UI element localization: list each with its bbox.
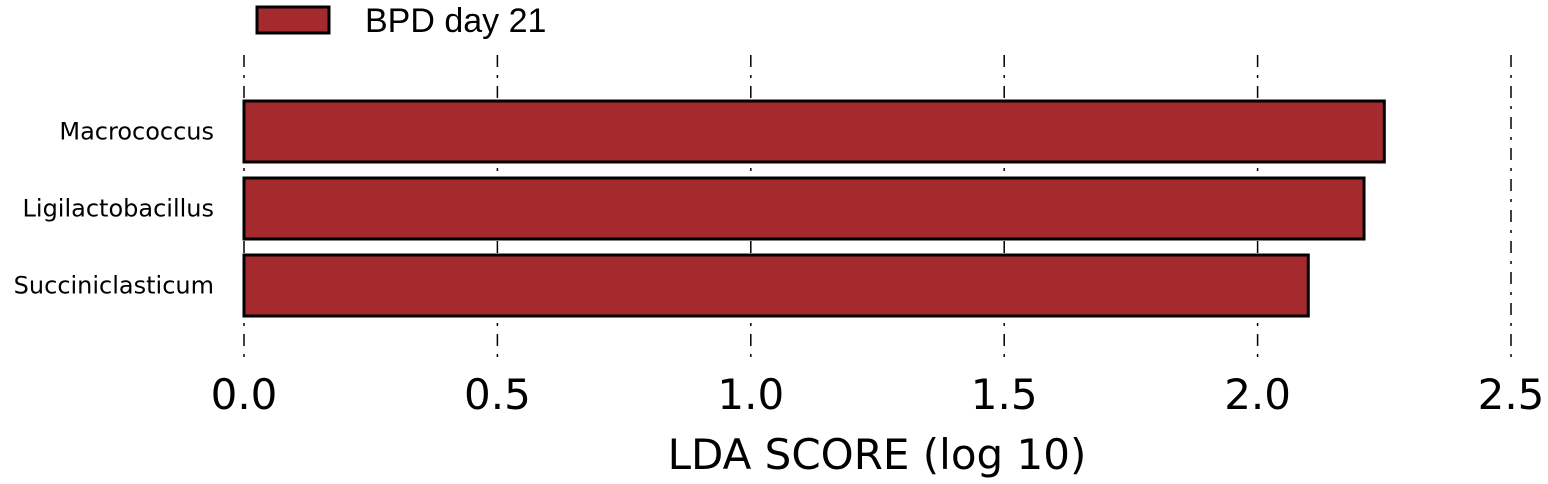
bar-macrococcus — [242, 99, 1386, 164]
x-axis-title: LDA SCORE (log 10) — [668, 430, 1087, 479]
x-tick-label: 0.5 — [464, 370, 531, 419]
bars — [242, 99, 1386, 318]
x-tick-label: 2.5 — [1478, 370, 1545, 419]
x-tick-label: 1.5 — [971, 370, 1038, 419]
legend: BPD day 21 — [255, 2, 546, 40]
category-label: Macrococcus — [59, 118, 214, 146]
legend-swatch — [255, 5, 331, 35]
category-label: Succiniclasticum — [14, 272, 214, 300]
x-tick-label: 0.0 — [211, 370, 278, 419]
bar-ligilactobacillus — [242, 176, 1366, 241]
x-tick-label: 1.0 — [717, 370, 784, 419]
bar-succiniclasticum — [242, 253, 1310, 318]
x-tick-label: 2.0 — [1224, 370, 1291, 419]
x-tick-labels: 0.0 0.5 1.0 1.5 2.0 2.5 — [211, 370, 1545, 419]
legend-label: BPD day 21 — [365, 2, 546, 40]
category-labels: Macrococcus Ligilactobacillus Succiniclast… — [14, 118, 214, 300]
category-label: Ligilactobacillus — [23, 195, 214, 223]
